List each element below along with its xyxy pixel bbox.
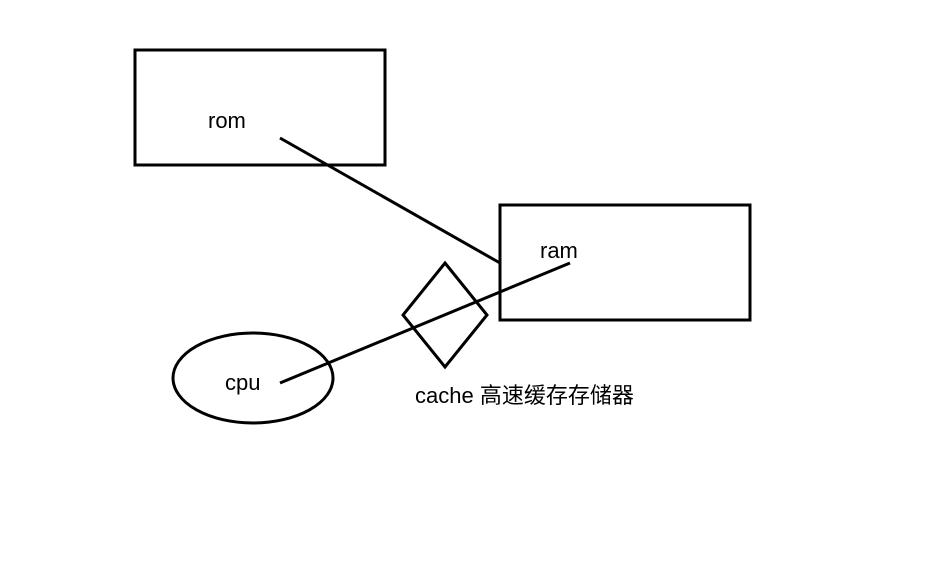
edge-rom-ram: [280, 138, 500, 263]
rom-label: rom: [208, 108, 246, 134]
cpu-label: cpu: [225, 370, 260, 396]
ram-label: ram: [540, 238, 578, 264]
rom-node: [135, 50, 385, 165]
diagram-canvas: [0, 0, 944, 574]
cache-label: cache 高速缓存存储器: [415, 378, 634, 410]
ram-node: [500, 205, 750, 320]
edge-cpu-ram: [280, 263, 570, 383]
